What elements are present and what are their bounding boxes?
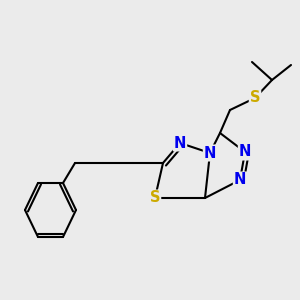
Text: N: N: [239, 145, 251, 160]
Text: S: S: [150, 190, 160, 206]
Text: N: N: [174, 136, 186, 151]
Text: N: N: [234, 172, 246, 188]
Text: S: S: [250, 91, 260, 106]
Text: N: N: [204, 146, 216, 160]
